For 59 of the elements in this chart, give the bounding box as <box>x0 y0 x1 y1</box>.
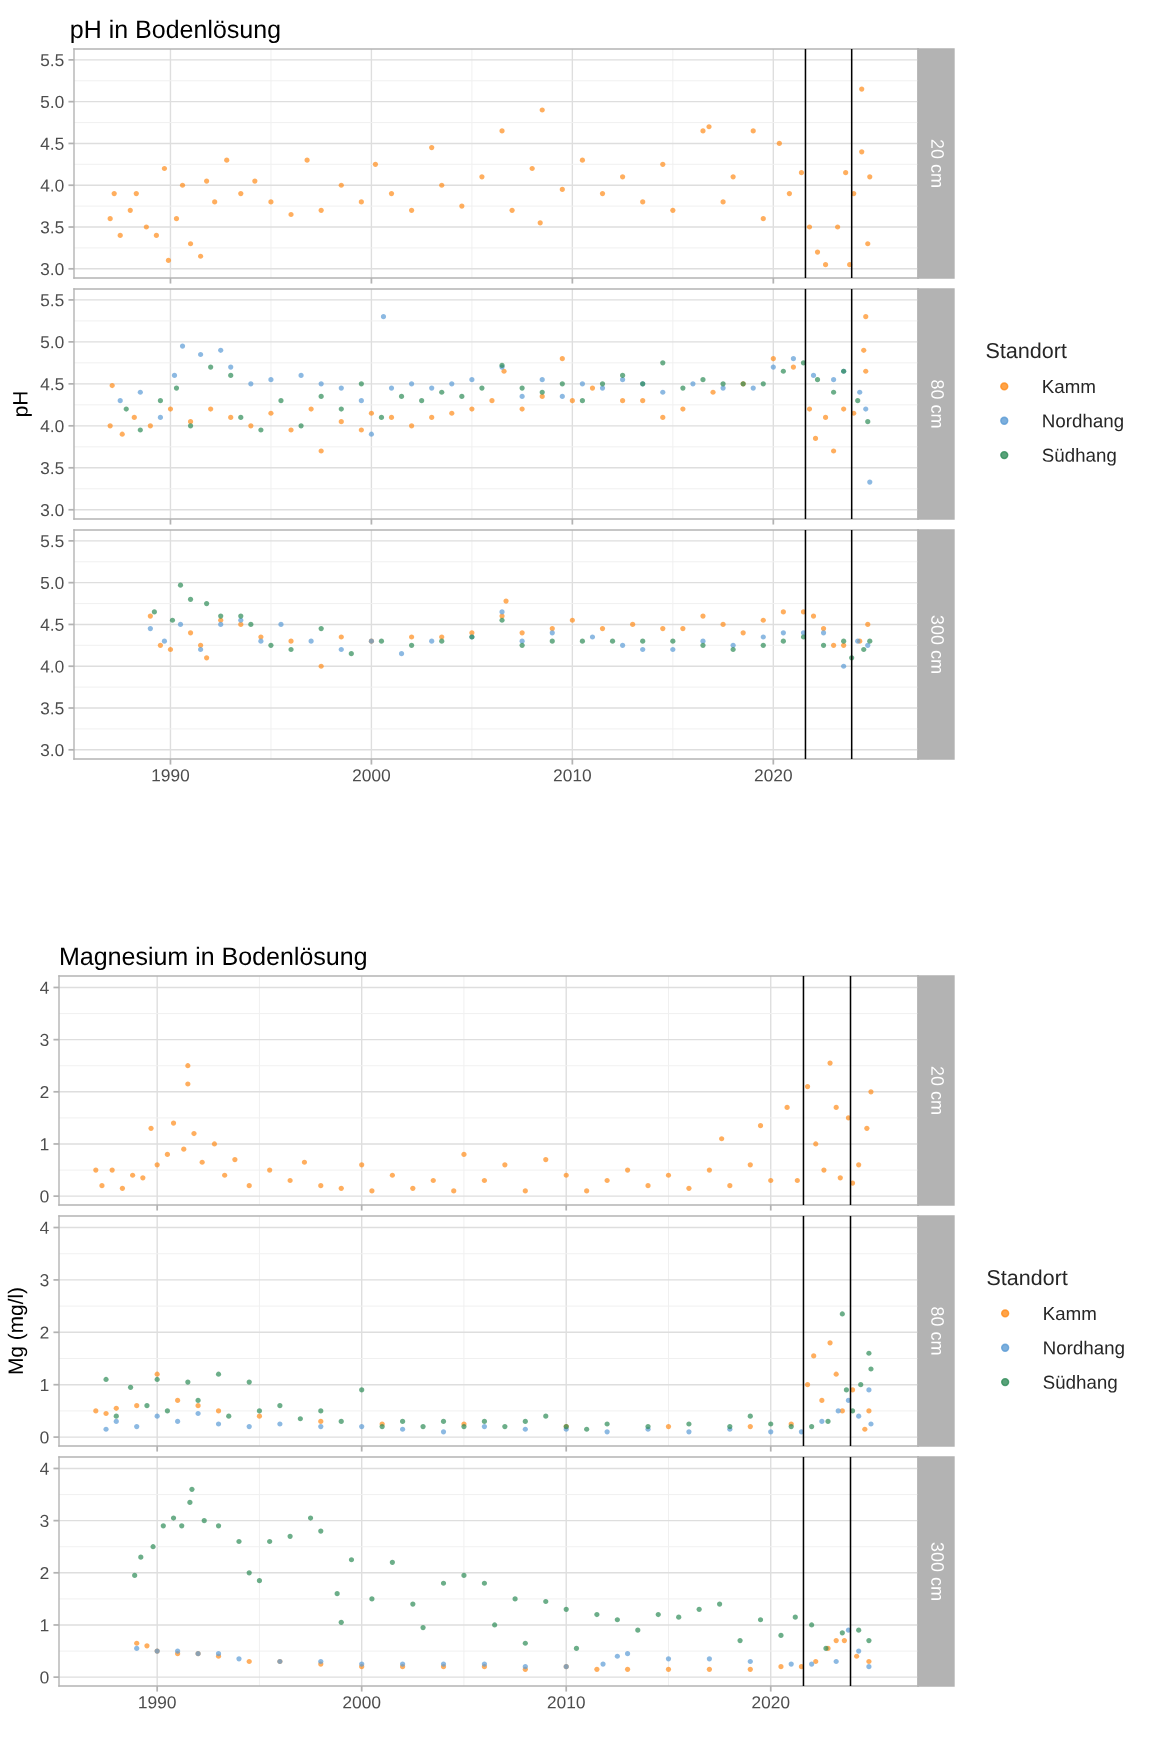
y-tick-label: 3.0 <box>40 503 64 517</box>
y-tick-label: 3.0 <box>40 743 64 757</box>
y-tick-label: 1 <box>40 1138 49 1151</box>
chart-title: Magnesium in Bodenlösung <box>61 946 366 971</box>
y-axis-title: pH <box>13 392 32 416</box>
x-tick-label: 2000 <box>343 1696 381 1709</box>
x-tick-label: 2020 <box>754 769 792 782</box>
y-tick-label: 5.5 <box>40 535 64 548</box>
y-tick-label: 5.0 <box>40 95 64 109</box>
y-tick-label: 4 <box>40 1462 49 1475</box>
text: 300 cm <box>931 615 944 673</box>
y-tick-label: 2 <box>40 1566 49 1580</box>
text: 20 cm <box>931 1066 944 1114</box>
legend-label: Kamm <box>1043 380 1095 394</box>
y-axis-title: Mg (mg/l) <box>7 1288 28 1374</box>
text: 20 cm <box>931 139 944 187</box>
y-tick-label: 3.5 <box>40 702 64 715</box>
y-tick-label: 4.5 <box>40 378 64 391</box>
x-tick-label: 2020 <box>752 1696 790 1709</box>
x-tick-label: 2000 <box>352 769 391 782</box>
legend-label: Südhang <box>1043 1375 1117 1393</box>
text: 80 cm <box>931 1307 944 1355</box>
y-tick-label: 4 <box>40 1221 49 1234</box>
x-tick-label: 1990 <box>139 1696 176 1709</box>
y-tick-label: 3 <box>40 1033 49 1047</box>
y-tick-label: 3 <box>40 1274 49 1287</box>
legend-label: Kamm <box>1044 1307 1096 1321</box>
x-tick-label: 1990 <box>152 769 190 782</box>
y-tick-label: 3.0 <box>40 262 64 276</box>
y-tick-label: 4.0 <box>40 419 64 433</box>
y-tick-label: 3.5 <box>40 461 64 475</box>
y-tick-label: 2 <box>40 1085 49 1099</box>
y-tick-label: 5.0 <box>40 336 64 349</box>
x-tick-label: 2010 <box>547 1696 585 1709</box>
y-tick-label: 2 <box>40 1326 49 1339</box>
text: 300 cm <box>931 1542 944 1600</box>
y-tick-label: 1 <box>40 1619 49 1632</box>
text: 80 cm <box>931 380 944 428</box>
y-tick-label: 3 <box>40 1514 49 1528</box>
chart-title: pH in Bodenlösung <box>71 19 280 44</box>
y-tick-label: 3.5 <box>40 221 64 234</box>
y-tick-label: 0 <box>40 1190 49 1203</box>
legend-label: Nordhang <box>1043 413 1123 432</box>
y-tick-label: 4.0 <box>40 660 64 673</box>
x-tick-label: 2010 <box>553 769 591 782</box>
y-tick-label: 5.0 <box>40 576 64 590</box>
legend-label: Nordhang <box>1044 1340 1124 1359</box>
y-tick-label: 0 <box>40 1671 49 1684</box>
legend-title: Standort <box>986 342 1067 359</box>
y-tick-label: 0 <box>40 1431 49 1444</box>
y-tick-label: 4 <box>40 981 49 994</box>
y-tick-label: 4.5 <box>40 137 64 150</box>
y-tick-label: 5.5 <box>40 294 64 307</box>
y-tick-label: 4.5 <box>40 618 64 631</box>
y-tick-label: 4.0 <box>40 179 64 192</box>
y-tick-label: 5.5 <box>40 54 64 67</box>
y-tick-label: 1 <box>40 1379 49 1391</box>
legend-label: Südhang <box>1042 448 1116 466</box>
legend-title: Standort <box>987 1269 1068 1286</box>
